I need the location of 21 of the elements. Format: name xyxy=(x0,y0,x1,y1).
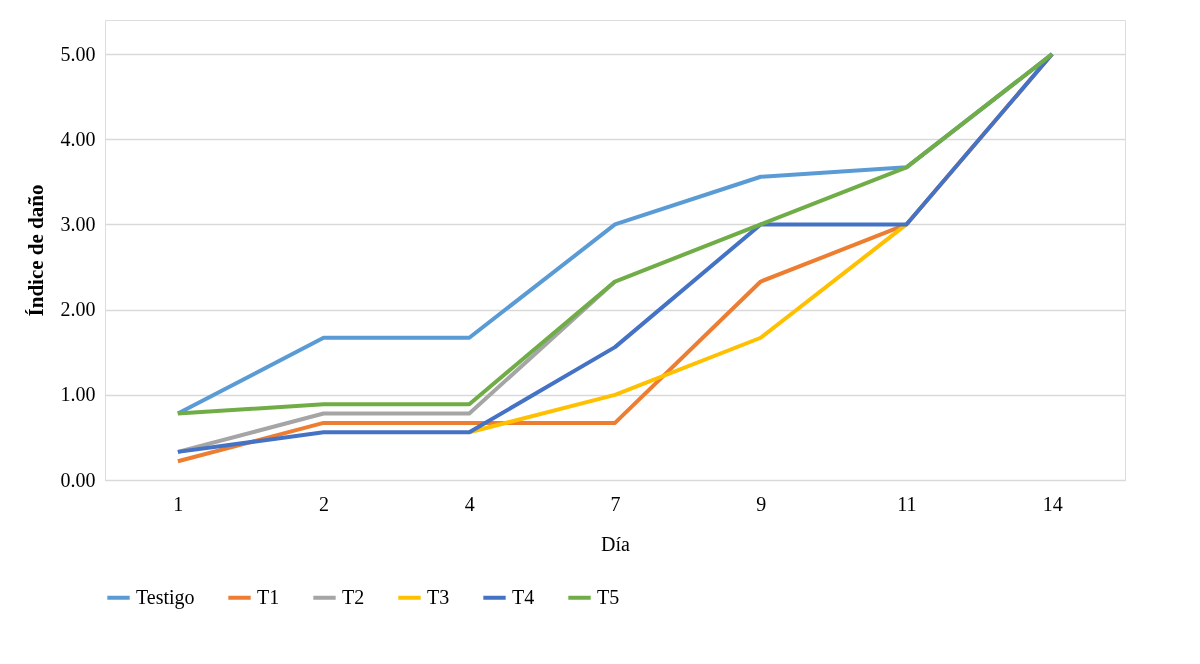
legend-label: T3 xyxy=(427,585,450,608)
x-tick-label: 2 xyxy=(319,492,330,515)
x-tick-label: 14 xyxy=(1042,492,1063,515)
x-axis-title: Día xyxy=(601,532,631,555)
y-tick-label: 2.00 xyxy=(60,298,96,321)
y-tick-label: 0.00 xyxy=(60,468,96,491)
x-tick-label: 1 xyxy=(173,492,184,515)
x-tick-label: 11 xyxy=(897,492,917,515)
x-tick-label: 7 xyxy=(610,492,621,515)
y-tick-label: 3.00 xyxy=(60,212,96,235)
x-tick-label: 4 xyxy=(464,492,475,515)
y-axis-title: Índice de daño xyxy=(23,184,48,317)
legend-label: Testigo xyxy=(136,585,195,609)
legend-label: T1 xyxy=(257,585,280,608)
legend-label: T4 xyxy=(512,585,535,608)
legend-label: T5 xyxy=(597,585,620,608)
y-tick-label: 4.00 xyxy=(60,127,96,150)
y-tick-label: 1.00 xyxy=(60,383,96,406)
legend-label: T2 xyxy=(342,585,365,608)
x-tick-label: 9 xyxy=(756,492,767,515)
y-tick-label: 5.00 xyxy=(60,42,96,65)
